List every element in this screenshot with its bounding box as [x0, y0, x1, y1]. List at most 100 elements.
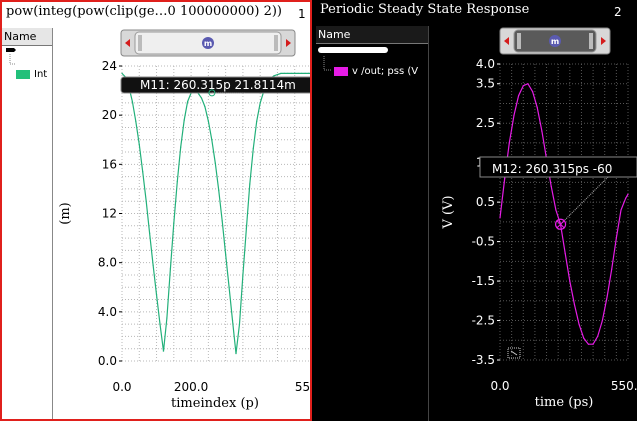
scroll-left-arrow-icon[interactable] — [504, 37, 509, 45]
data-point — [218, 189, 220, 191]
marker-label-box[interactable] — [120, 76, 312, 94]
data-point — [135, 120, 137, 122]
legend-pane: Name v /out; pss (V — [316, 26, 429, 421]
zoom-slider[interactable]: m — [499, 27, 611, 55]
data-point — [569, 280, 571, 282]
thumb-grip-left — [517, 33, 521, 49]
y-tick-label: 8.0 — [98, 256, 117, 270]
y-tick-label: 20 — [102, 108, 117, 122]
legend-header[interactable]: Name — [316, 26, 428, 44]
panel-number: 1 — [298, 7, 306, 21]
data-point — [541, 130, 543, 132]
data-point — [242, 274, 244, 276]
data-point — [606, 296, 608, 298]
graph-panel-2[interactable]: Periodic Steady State Response 2 Name v … — [316, 0, 637, 421]
tree-connector-icon — [323, 56, 331, 71]
series-line-int[interactable] — [121, 72, 312, 354]
data-point — [159, 323, 161, 325]
data-point — [513, 114, 515, 116]
panel-divider — [312, 0, 316, 421]
data-point — [235, 353, 237, 355]
y-tick-label: 12 — [102, 207, 117, 221]
legend-item-label: Int — [34, 69, 48, 80]
data-point — [301, 72, 303, 74]
data-point — [162, 350, 165, 352]
chart-svg[interactable]: 4.03.52.51.50.5-0.5-1.5-2.5-3.50.0550.0t… — [430, 26, 637, 421]
y-tick-label: 2.5 — [476, 116, 495, 130]
data-point — [555, 209, 557, 211]
data-point — [615, 237, 617, 239]
legend-item-label: v /out; pss (V — [352, 66, 419, 77]
data-point — [214, 162, 216, 164]
data-point — [294, 72, 296, 74]
y-tick-label: 3.5 — [476, 77, 495, 91]
data-point — [297, 72, 299, 74]
data-point — [304, 72, 306, 74]
zoom-slider[interactable]: m — [120, 29, 296, 57]
marker-label: M11: 260.315p 21.8114m — [140, 78, 296, 92]
data-point — [138, 144, 140, 146]
zoom-handle-icon[interactable] — [202, 37, 214, 49]
graph-panel-1[interactable]: pow(integ(pow(clip(ge…0 100000000) 2)) 1… — [0, 0, 312, 421]
data-point — [221, 220, 223, 222]
data-point — [225, 253, 227, 255]
marker-label-box[interactable] — [479, 156, 637, 178]
y-tick-label: -1.5 — [472, 274, 495, 288]
legend-swatch — [334, 67, 348, 76]
zoom-handle-label: m — [551, 37, 559, 46]
plot-area[interactable]: 4.03.52.51.50.5-0.5-1.5-2.5-3.50.0550.0t… — [430, 26, 637, 421]
plot-area[interactable]: 0.0 4.0 8.0 12 16 20 24 0.0 200.0 550.0 timeindex … — [55, 28, 312, 421]
data-point — [283, 72, 285, 74]
legend-header[interactable]: Name — [2, 28, 52, 46]
data-point — [121, 72, 123, 74]
legend-item-int[interactable]: Int — [16, 69, 47, 80]
reset-zoom-icon[interactable] — [507, 347, 521, 359]
y-tick-label: 0.0 — [98, 354, 117, 368]
data-point — [627, 193, 629, 195]
marker-cross — [556, 219, 565, 229]
legend-pane: Name Int — [2, 28, 53, 419]
data-point — [169, 268, 171, 270]
data-point — [587, 343, 590, 345]
data-point — [187, 101, 189, 103]
panel-title: Periodic Steady State Response — [320, 2, 530, 17]
data-point — [518, 94, 520, 97]
data-point — [307, 72, 310, 74]
y-axis-label: V (V) — [441, 195, 456, 229]
y-tick-label: 4.0 — [476, 57, 495, 71]
grid — [121, 65, 310, 362]
marker-point[interactable] — [208, 89, 216, 97]
scroll-right-arrow-icon[interactable] — [601, 37, 606, 45]
legend-item-vout[interactable]: v /out; pss (V — [334, 66, 418, 77]
tree-expander-icon[interactable] — [4, 46, 18, 72]
y-tick-label: -3.5 — [472, 353, 495, 367]
data-point — [200, 97, 203, 99]
x-tick-label: 200.0 — [174, 380, 208, 394]
data-point — [145, 200, 147, 202]
data-point — [499, 217, 501, 219]
data-point — [231, 319, 234, 322]
legend-swatch — [16, 70, 30, 79]
x-axis-label: timeindex (p) — [171, 396, 259, 411]
thumb-grip-right — [589, 33, 593, 49]
y-tick-label: 16 — [102, 157, 117, 171]
chart-svg[interactable]: 0.0 4.0 8.0 12 16 20 24 0.0 200.0 550.0 timeindex … — [55, 28, 312, 421]
y-tick-label: 4.0 — [98, 305, 117, 319]
data-point — [550, 185, 552, 187]
data-point — [311, 73, 312, 74]
data-point — [592, 343, 594, 345]
data-point — [207, 120, 209, 122]
x-axis-label: time (ps) — [535, 395, 594, 410]
data-point — [290, 72, 292, 74]
marker-point[interactable] — [554, 218, 567, 230]
data-point — [238, 323, 241, 325]
scroll-left-arrow-icon[interactable] — [125, 39, 130, 47]
scroll-right-arrow-icon[interactable] — [286, 39, 291, 47]
data-point — [259, 102, 261, 104]
zoom-handle-icon[interactable] — [549, 35, 561, 47]
marker-label: M12: 260.315ps -60 — [492, 162, 612, 176]
data-point — [149, 232, 151, 234]
thumb-grip-left — [138, 35, 142, 51]
data-point — [173, 222, 175, 224]
legend-scrollbar[interactable] — [318, 47, 388, 53]
